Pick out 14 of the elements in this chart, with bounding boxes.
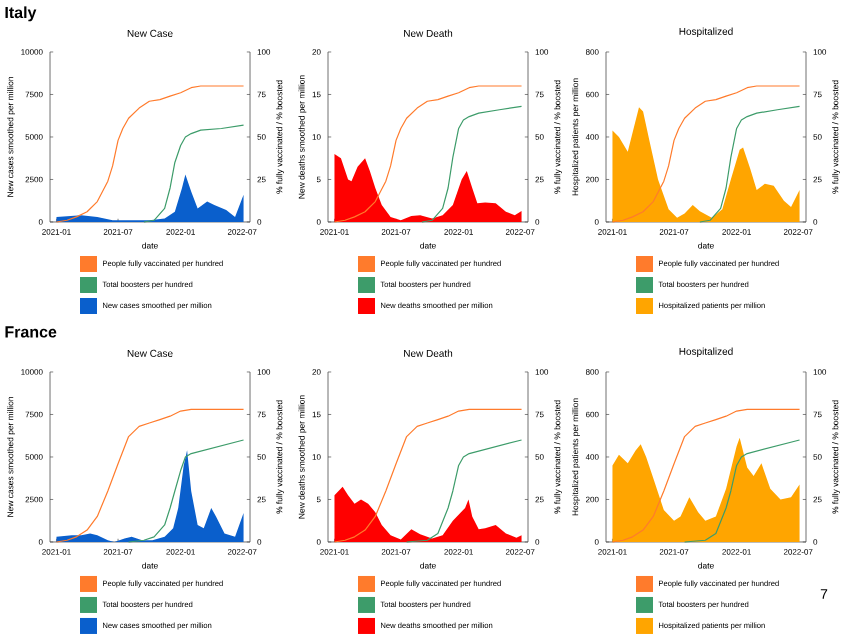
line-series: [127, 439, 245, 543]
text: Italy: [5, 6, 37, 22]
line-series: [683, 439, 801, 543]
text: France: [5, 326, 57, 338]
line-series: [405, 439, 523, 543]
line-series: [611, 408, 801, 543]
line-series: [55, 408, 245, 543]
line-series: [143, 124, 245, 223]
line-series: [699, 105, 801, 223]
line-series: [333, 85, 523, 223]
line-series: [55, 85, 245, 223]
line-series: [421, 105, 523, 223]
line-series: [333, 408, 523, 543]
line-series: [611, 85, 801, 223]
